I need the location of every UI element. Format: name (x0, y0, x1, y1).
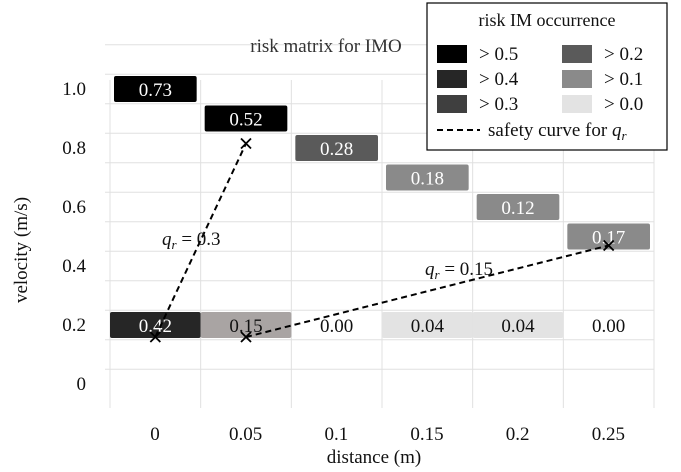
legend-swatch (437, 45, 467, 63)
safety-curve-line (245, 244, 609, 338)
safety-curve-label: qr = 0.15 (425, 259, 493, 282)
cell-value-label: 0.04 (411, 316, 445, 337)
y-tick-label: 0.2 (62, 315, 86, 336)
x-tick-label: 0.2 (506, 424, 530, 445)
legend-items: > 0.5 > 0.4 > 0.3 > 0.2 > 0.1 > 0.0 (437, 44, 643, 115)
y-tick-label: 0.6 (62, 197, 86, 218)
safety-curve-label-var: q (162, 229, 172, 250)
x-tick-label: 0.25 (592, 424, 625, 445)
legend-curve-text: safety curve for (488, 120, 612, 141)
cell-value-label: 0.00 (320, 316, 353, 337)
x-tick-label: 0 (150, 424, 160, 445)
heatmap-cell (476, 194, 560, 220)
safety-curve-label-sub: r (172, 237, 178, 252)
cell-value-label: 0.12 (501, 198, 534, 219)
cell-value-label: 0.52 (229, 110, 262, 131)
safety-curve-marker (149, 331, 161, 343)
safety-curves: qr = 0.3qr = 0.15 (149, 137, 615, 343)
x-tick-label: 0.15 (410, 424, 443, 445)
safety-curve-marker (603, 239, 615, 252)
legend-item-label: > 0.5 (479, 44, 518, 65)
heatmap-cell (386, 164, 469, 191)
legend-title: risk IM occurrence (479, 10, 616, 30)
legend-curve-label: safety curve for qr (488, 120, 627, 143)
cell-value-label: 0.04 (501, 316, 535, 337)
x-tick-label: 0.1 (324, 424, 348, 445)
heatmap-cell (204, 105, 288, 132)
safety-curve-label: qr = 0.3 (162, 229, 221, 252)
safety-curve-marker (240, 137, 252, 150)
cell-value-label: 0.00 (592, 316, 625, 337)
safety-curve-line (154, 143, 247, 338)
x-axis-label: distance (m) (327, 447, 421, 468)
y-tick-label: 0.4 (62, 256, 86, 277)
cell-value-label: 0.73 (139, 80, 172, 101)
y-tick-label: 1.0 (62, 79, 86, 100)
heatmap-cells: 0.73 0.52 0.28 0.18 0.12 0.17 0.42 0.15 0.00 0.04… (110, 76, 650, 338)
heatmap-cell (382, 312, 473, 338)
safety-curve-label-value: = 0.3 (177, 229, 221, 250)
cell-value-label: 0.42 (139, 316, 172, 337)
legend-swatch (562, 45, 592, 63)
legend-swatch (562, 95, 592, 113)
legend-curve-var: q (612, 120, 622, 141)
x-tick-label: 0.05 (229, 424, 262, 445)
legend-item-label: > 0.3 (479, 94, 518, 115)
legend-item-label: > 0.4 (479, 69, 519, 90)
axis-ticks: 0 0.05 0.1 0.15 0.2 0.25 0 0.2 0.4 0.6 0.8 1.0 (62, 79, 625, 445)
safety-curve-marker (240, 331, 252, 343)
heatmap-cell (567, 223, 650, 250)
y-axis-label: velocity (m/s) (11, 197, 32, 303)
legend-item-label: > 0.1 (604, 69, 643, 90)
cell-value-label: 0.18 (411, 169, 444, 190)
legend-swatch (437, 95, 467, 113)
safety-curve-label-value: = 0.15 (440, 259, 493, 280)
cell-value-label: 0.17 (592, 228, 625, 249)
cell-value-label: 0.15 (229, 316, 262, 337)
legend-curve-sub: r (621, 128, 627, 143)
legend: risk IM occurrence > 0.5> 0.4> 0.3> 0.2>… (426, 2, 668, 151)
legend-item-label: > 0.0 (604, 94, 643, 115)
legend-swatch (562, 70, 592, 88)
y-tick-label: 0 (77, 374, 87, 395)
safety-curve-label-var: q (425, 259, 435, 280)
heatmap-cell (295, 135, 378, 161)
heatmap-cell (114, 76, 197, 102)
heatmap-cell (110, 312, 201, 338)
heatmap-cell (472, 312, 564, 338)
cell-value-label: 0.28 (320, 139, 353, 160)
chart-title: risk matrix for IMO (250, 36, 401, 57)
legend-swatch (437, 70, 467, 88)
y-tick-label: 0.8 (62, 138, 86, 159)
safety-curve-label-sub: r (435, 267, 441, 282)
legend-item-label: > 0.2 (604, 44, 643, 65)
